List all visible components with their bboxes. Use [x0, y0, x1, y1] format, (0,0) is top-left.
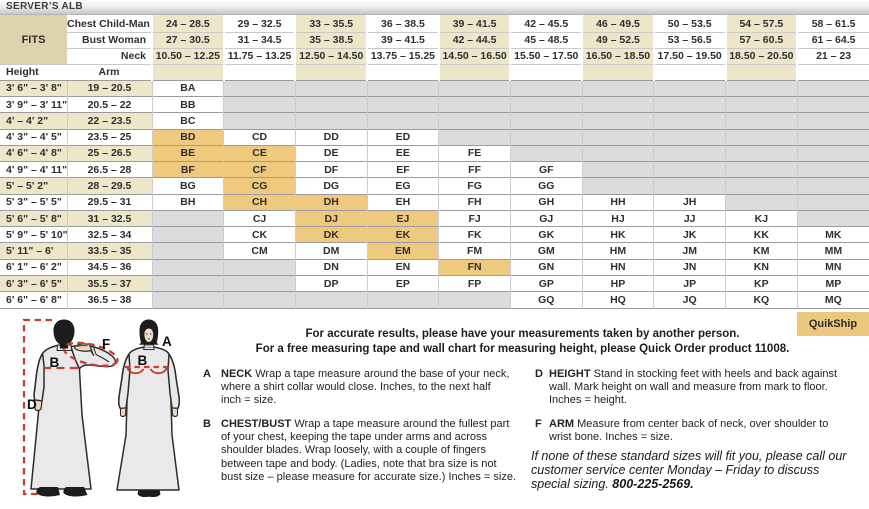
svg-text:A: A [162, 334, 172, 349]
svg-text:F: F [102, 337, 110, 352]
svg-text:B: B [138, 353, 148, 368]
svg-text:B: B [50, 355, 60, 370]
svg-text:D: D [27, 397, 37, 412]
